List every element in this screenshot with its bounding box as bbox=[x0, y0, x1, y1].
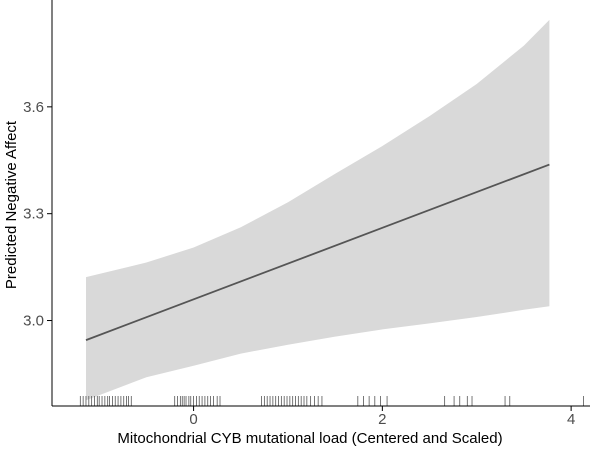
rug-layer bbox=[79, 396, 584, 406]
y-tick-label: 3.6 bbox=[23, 99, 44, 116]
x-tick-label: 0 bbox=[189, 411, 197, 428]
x-tick-label: 4 bbox=[567, 411, 575, 428]
confidence-band-layer bbox=[86, 19, 550, 401]
y-tick-label: 3.0 bbox=[23, 313, 44, 330]
fit-line-layer bbox=[85, 163, 550, 341]
x-tick-label: 2 bbox=[378, 411, 386, 428]
y-tick-label: 3.3 bbox=[23, 206, 44, 223]
fit-line bbox=[85, 163, 550, 341]
y-tick-layer: 3.0 3.3 3.6 bbox=[23, 99, 52, 330]
x-tick-layer: 0 2 4 bbox=[189, 406, 575, 428]
y-axis-title: Predicted Negative Affect bbox=[3, 120, 20, 289]
axes-layer bbox=[51, 0, 590, 407]
confidence-band bbox=[86, 19, 550, 401]
x-axis-title: Mitochondrial CYB mutational load (Cente… bbox=[117, 430, 502, 447]
